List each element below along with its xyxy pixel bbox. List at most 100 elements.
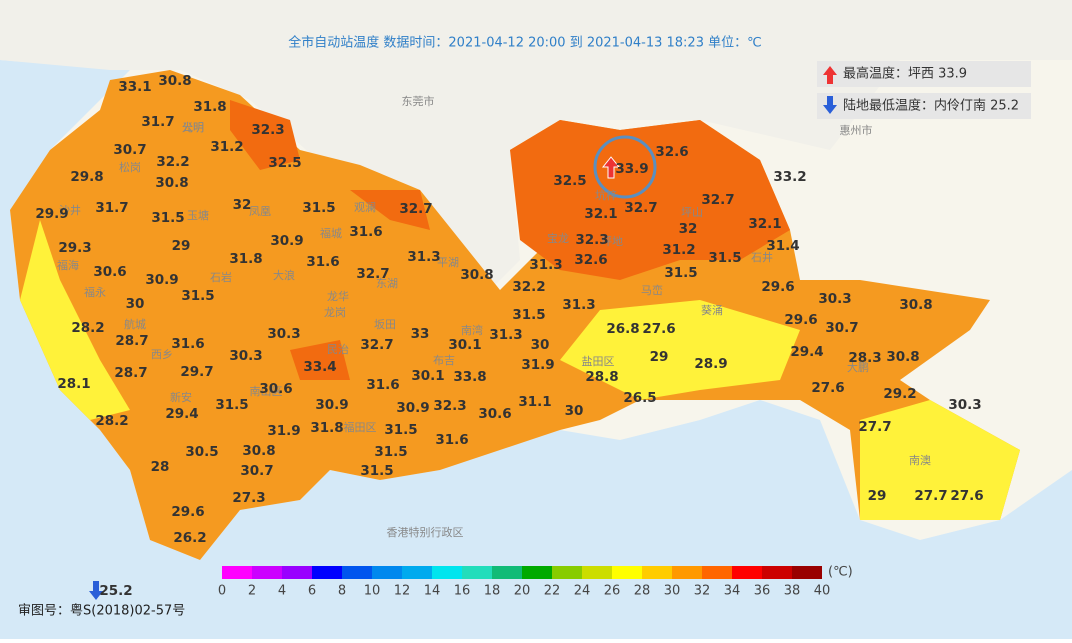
station-value: 26.5	[623, 390, 656, 406]
place-name: 南湾	[461, 323, 483, 337]
station-value: 31.3	[562, 297, 595, 313]
colorbar-segment	[462, 566, 492, 579]
place-name: 布吉	[433, 354, 455, 367]
colorbar-segment	[432, 566, 462, 579]
colorbar-tick: 0	[218, 584, 226, 599]
station-value: 28.7	[115, 333, 148, 349]
place-name: 福城	[320, 226, 342, 240]
region-cool	[20, 220, 1020, 520]
station-value: 30.1	[448, 337, 481, 353]
station-value: 30.6	[478, 406, 511, 422]
place-name: 坑梓	[595, 188, 617, 202]
station-value: 31.5	[384, 422, 417, 438]
place-name: 西乡	[151, 348, 173, 361]
place-name: 松岗	[119, 160, 141, 174]
place-name: 坂田	[374, 318, 396, 331]
station-value: 30.8	[460, 267, 493, 283]
place-name: 福永	[84, 285, 106, 299]
min-icon	[89, 581, 103, 600]
place-name: 坪山	[681, 206, 703, 219]
station-value: 32.5	[268, 155, 301, 171]
colorbar-unit: (℃)	[828, 565, 853, 580]
colorbar-segment	[282, 566, 312, 579]
region-hot	[230, 100, 430, 380]
place-name: 观澜	[354, 200, 376, 214]
station-value: 32.3	[433, 398, 466, 414]
station-value: 31.1	[518, 394, 551, 410]
station-value: 31.5	[151, 210, 184, 226]
station-value: 31.8	[193, 99, 226, 115]
colorbar-segment	[312, 566, 342, 579]
colorbar-segment	[612, 566, 642, 579]
station-value: 28.8	[585, 369, 618, 385]
station-value: 33.8	[453, 369, 486, 385]
colorbar-tick: 32	[694, 584, 711, 599]
station-value: 30.9	[396, 400, 429, 416]
station-value: 26.8	[606, 321, 639, 337]
station-value: 31.5	[360, 463, 393, 479]
station-value: 31.3	[489, 327, 522, 343]
colorbar-tick: 38	[784, 584, 801, 599]
place-name: 凤凰	[249, 205, 271, 218]
station-value: 32.7	[360, 337, 393, 353]
station-value: 28.9	[694, 356, 727, 372]
station-value: 31.2	[210, 139, 243, 155]
station-value: 28	[151, 459, 170, 475]
station-value: 29.4	[165, 406, 198, 422]
place-name: 坪地	[601, 235, 623, 248]
station-value: 30.3	[267, 326, 300, 342]
station-value: 29.4	[790, 344, 823, 360]
station-value: 31.3	[407, 249, 440, 265]
station-value: 31.5	[374, 444, 407, 460]
colorbar-segment	[552, 566, 582, 579]
station-value: 27.7	[914, 488, 947, 504]
colorbar-tick: 10	[364, 584, 381, 599]
station-value: 31.6	[435, 432, 468, 448]
station-value: 31.6	[171, 336, 204, 352]
station-value: 30.6	[93, 264, 126, 280]
station-value: 31.8	[229, 251, 262, 267]
colorbar-tick: 36	[754, 584, 771, 599]
place-name: 香港特别行政区	[387, 525, 464, 539]
place-name: 宝龙	[547, 231, 569, 245]
colorbar-tick: 34	[724, 584, 741, 599]
station-value: 31.8	[310, 420, 343, 436]
legend-min-box	[817, 93, 1031, 119]
station-value: 27.3	[232, 490, 265, 506]
place-name: 沙井	[59, 203, 81, 217]
station-value: 27.6	[950, 488, 983, 504]
colorbar-tick: 14	[424, 584, 441, 599]
place-name: 马峦	[641, 283, 663, 297]
station-value: 27.7	[858, 419, 891, 435]
station-value: 28.2	[95, 413, 128, 429]
place-name: 公明	[182, 121, 204, 134]
land-north	[0, 0, 1072, 300]
station-value: 30.3	[948, 397, 981, 413]
station-value: 31.9	[521, 357, 554, 373]
approval: 审图号：粤S(2018)02-57号	[18, 603, 185, 619]
station-value: 30.7	[113, 142, 146, 158]
title: 全市自动站温度 数据时间：2021-04-12 20:00 到 2021-04-…	[288, 35, 761, 51]
station-value: 28.2	[71, 320, 104, 336]
colorbar-tick: 4	[278, 584, 286, 599]
station-value: 30.3	[818, 291, 851, 307]
colorbar-tick: 22	[544, 584, 561, 599]
station-value: 29.6	[761, 279, 794, 295]
place-name: 葵涌	[701, 304, 723, 317]
station-value: 26.2	[173, 530, 206, 546]
place-name: 平湖	[437, 256, 459, 269]
station-value: 29.6	[784, 312, 817, 328]
station-value: 30	[531, 337, 550, 353]
station-value: 31.9	[267, 423, 300, 439]
station-value: 31.7	[95, 200, 128, 216]
station-value: 29.2	[883, 386, 916, 402]
station-value: 31.5	[215, 397, 248, 413]
colorbar-tick: 2	[248, 584, 256, 599]
station-value: 32.7	[356, 266, 389, 282]
station-value: 32.1	[748, 216, 781, 232]
station-value: 32.7	[701, 192, 734, 208]
colorbar-tick: 30	[664, 584, 681, 599]
station-value: 29.7	[180, 364, 213, 380]
place-name: 福田区	[344, 420, 377, 434]
